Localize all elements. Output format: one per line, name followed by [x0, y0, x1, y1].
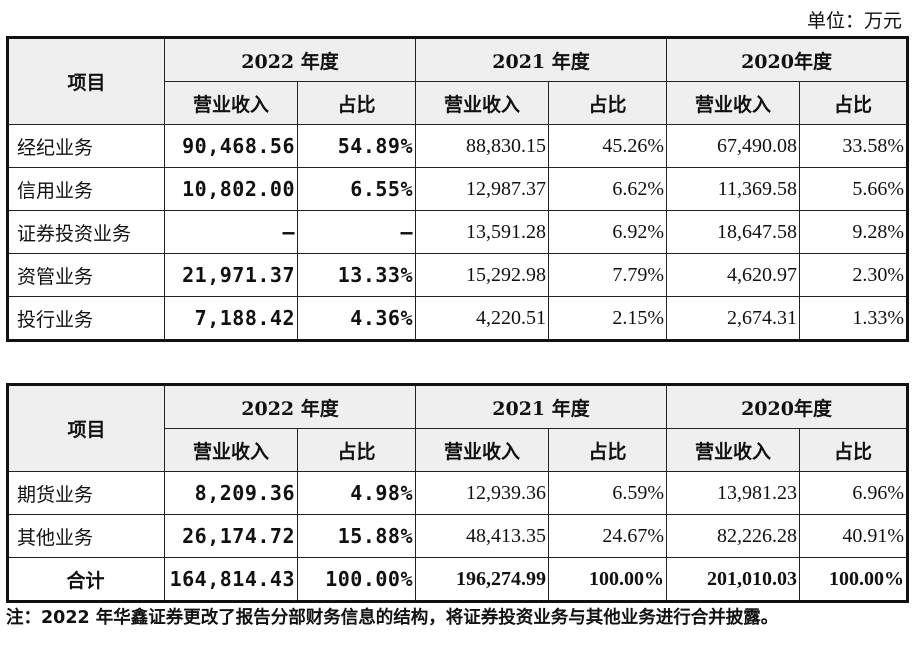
ratio-cell: –: [297, 210, 416, 254]
revenue-cell: 88,830.15: [415, 124, 549, 168]
revenue-cell: 26,174.72: [164, 514, 298, 558]
unit-label: 单位：万元: [806, 10, 902, 32]
table-row: 经纪业务 90,468.56 54.89% 88,830.15 45.26% 67,490…: [7, 124, 909, 168]
header-year-2022: 2022 年度: [164, 384, 416, 429]
row-item-label: 资管业务: [7, 253, 165, 297]
ratio-cell: 5.66%: [798, 167, 909, 211]
header-revenue: 营业收入: [666, 428, 800, 472]
header-revenue: 营业收入: [666, 81, 800, 125]
ratio-cell: 1.33%: [798, 296, 909, 341]
header-year-2020: 2020年度: [665, 384, 909, 429]
row-item-label: 其他业务: [7, 514, 165, 558]
header-ratio: 占比: [548, 81, 667, 125]
revenue-cell: 7,188.42: [164, 296, 298, 341]
revenue-cell: 13,591.28: [415, 210, 549, 254]
revenue-cell: 21,971.37: [164, 253, 298, 297]
revenue-cell: 4,220.51: [415, 296, 549, 341]
row-item-label: 期货业务: [7, 471, 165, 515]
header-revenue: 营业收入: [415, 428, 549, 472]
revenue-cell: 2,674.31: [666, 296, 800, 341]
ratio-cell: 45.26%: [548, 124, 667, 168]
header-ratio: 占比: [798, 81, 909, 125]
table1-body: 经纪业务 90,468.56 54.89% 88,830.15 45.26% 67,490…: [7, 124, 909, 341]
table-row: 证券投资业务 – –13,591.28 6.92% 18,647.58 9.28%: [7, 210, 909, 254]
ratio-cell: 2.15%: [548, 296, 667, 341]
header-ratio: 占比: [548, 428, 667, 472]
revenue-cell: 15,292.98: [415, 253, 549, 297]
ratio-cell: 54.89%: [297, 124, 416, 168]
total-row: 合计 164,814.43 100.00% 196,274.99 100.00% 201,…: [7, 557, 909, 602]
header-year-2022: 2022 年度: [164, 37, 416, 82]
ratio-cell: 6.92%: [548, 210, 667, 254]
ratio-cell: 15.88%: [297, 514, 416, 558]
segment-revenue-table-1: 项目 2022 年度 2021 年度 2020年度 营业收入 占比 营业收入 占…: [6, 36, 910, 342]
table2-body: 期货业务 8,209.36 4.98% 12,939.36 6.59% 13,981.23…: [7, 471, 909, 558]
ratio-cell: 100.00%: [548, 557, 667, 602]
revenue-cell: 10,802.00: [164, 167, 298, 211]
header-year-2021: 2021 年度: [415, 37, 667, 82]
header-ratio: 占比: [798, 428, 909, 472]
header-year-2021: 2021 年度: [415, 384, 667, 429]
table-row: 资管业务 21,971.37 13.33% 15,292.98 7.79% 4,620.9…: [7, 253, 909, 297]
header-revenue: 营业收入: [164, 428, 298, 472]
ratio-cell: 6.59%: [548, 471, 667, 515]
ratio-cell: 4.98%: [297, 471, 416, 515]
revenue-cell: 4,620.97: [666, 253, 800, 297]
ratio-cell: 7.79%: [548, 253, 667, 297]
header-ratio: 占比: [297, 428, 416, 472]
ratio-cell: 100.00%: [297, 557, 416, 602]
header-year-2020: 2020年度: [665, 37, 909, 82]
header-item: 项目: [7, 37, 165, 125]
header-ratio: 占比: [297, 81, 416, 125]
revenue-cell: 18,647.58: [666, 210, 800, 254]
ratio-cell: 24.67%: [548, 514, 667, 558]
ratio-cell: 100.00%: [798, 557, 909, 602]
ratio-cell: 6.62%: [548, 167, 667, 211]
segment-revenue-table-2: 项目 2022 年度 2021 年度 2020年度 营业收入 占比 营业收入 占…: [6, 383, 910, 603]
ratio-cell: 2.30%: [798, 253, 909, 297]
revenue-cell: 67,490.08: [666, 124, 800, 168]
header-revenue: 营业收入: [164, 81, 298, 125]
table-row: 其他业务 26,174.72 15.88% 48,413.35 24.67% 82,226…: [7, 514, 909, 558]
table-row: 信用业务 10,802.00 6.55% 12,987.37 6.62% 11,369.5…: [7, 167, 909, 211]
revenue-cell: 196,274.99: [415, 557, 549, 602]
table-row: 投行业务 7,188.42 4.36% 4,220.51 2.15% 2,674.31 1.…: [7, 296, 909, 341]
row-item-label: 信用业务: [7, 167, 165, 211]
revenue-cell: 82,226.28: [666, 514, 800, 558]
row-item-label: 投行业务: [7, 296, 165, 341]
ratio-cell: 4.36%: [297, 296, 416, 341]
revenue-cell: –: [164, 210, 298, 254]
revenue-cell: 12,987.37: [415, 167, 549, 211]
ratio-cell: 9.28%: [798, 210, 909, 254]
revenue-cell: 48,413.35: [415, 514, 549, 558]
revenue-cell: 8,209.36: [164, 471, 298, 515]
revenue-cell: 201,010.03: [666, 557, 800, 602]
total-body: 合计 164,814.43 100.00% 196,274.99 100.00% 201,…: [7, 557, 909, 602]
revenue-cell: 12,939.36: [415, 471, 549, 515]
revenue-cell: 13,981.23: [666, 471, 800, 515]
ratio-cell: 40.91%: [798, 514, 909, 558]
row-item-label: 证券投资业务: [7, 210, 165, 254]
footnote: 注：2022 年华鑫证券更改了报告分部财务信息的结构，将证券投资业务与其他业务进…: [6, 608, 779, 628]
table-row: 期货业务 8,209.36 4.98% 12,939.36 6.59% 13,981.23…: [7, 471, 909, 515]
row-item-label: 经纪业务: [7, 124, 165, 168]
revenue-cell: 11,369.58: [666, 167, 800, 211]
revenue-cell: 164,814.43: [164, 557, 298, 602]
ratio-cell: 13.33%: [297, 253, 416, 297]
header-item: 项目: [7, 384, 165, 472]
ratio-cell: 6.55%: [297, 167, 416, 211]
ratio-cell: 33.58%: [798, 124, 909, 168]
row-item-label: 合计: [7, 557, 165, 602]
revenue-cell: 90,468.56: [164, 124, 298, 168]
ratio-cell: 6.96%: [798, 471, 909, 515]
header-revenue: 营业收入: [415, 81, 549, 125]
